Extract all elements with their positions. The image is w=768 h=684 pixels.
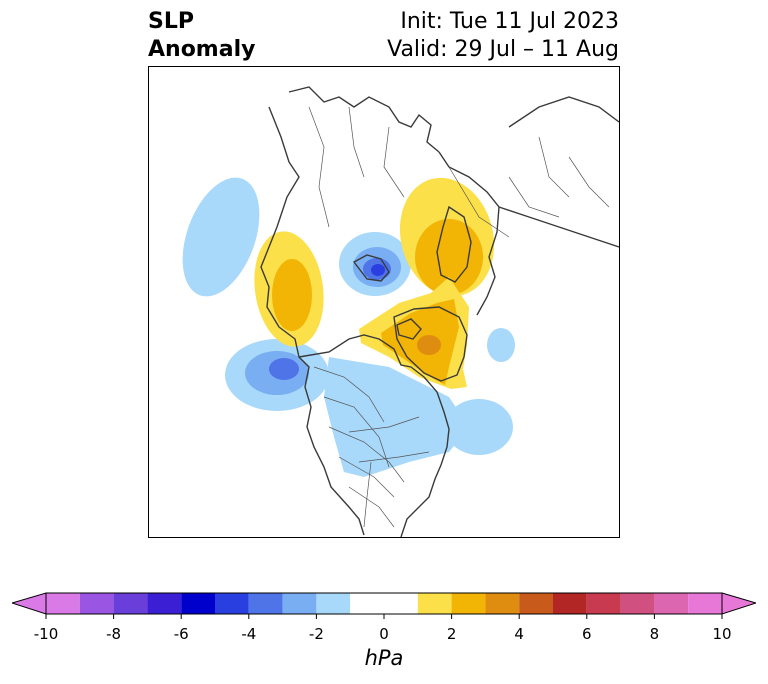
init-date: Init: Tue 11 Jul 2023 [400, 9, 619, 34]
colorbar-segment [215, 593, 249, 614]
colorbar-tick-label: 10 [712, 625, 732, 643]
west-atlantic-low [445, 399, 513, 455]
colorbar-segment [654, 593, 689, 614]
colorbar-under-extension [12, 592, 47, 615]
colorbar-segment [316, 593, 351, 614]
bering-low [182, 177, 260, 297]
colorbar-tick-label: -8 [106, 625, 122, 643]
colorbar-segment [620, 593, 655, 614]
colorbar-segment [586, 593, 621, 614]
colorbar-units: hPa [364, 646, 404, 670]
colorbar [12, 592, 756, 619]
title-line-1: SLP [148, 9, 194, 34]
colorbar-over-extension [721, 592, 756, 615]
colorbar-segment [113, 593, 148, 614]
colorbar-segment [350, 593, 418, 614]
anomaly-map [182, 86, 619, 537]
colorbar-tick-label: -6 [173, 625, 189, 643]
colorbar-segment [46, 593, 80, 614]
colorbar-tick-label: -10 [33, 625, 59, 643]
colorbar-segment [79, 593, 114, 614]
map-title: SLP Anomaly [148, 8, 255, 64]
title-line-2: Anomaly [148, 37, 256, 62]
country-borders [308, 106, 610, 528]
anomaly-shading [182, 177, 515, 477]
colorbar-tick-label: 2 [446, 625, 457, 643]
colorbar-segment [553, 593, 587, 614]
north-pacific-low-center [269, 358, 299, 380]
greenland-high-center [417, 335, 441, 355]
north-america-low [324, 357, 469, 477]
colorbar-segment [147, 593, 182, 614]
colorbar-tick-label: -4 [241, 625, 257, 643]
arctic-ocean-low-center [371, 264, 385, 276]
siberia-high-core [272, 259, 312, 331]
colorbar-tick-label: 6 [582, 625, 592, 643]
colorbar-tick-label: 8 [649, 625, 660, 643]
colorbar-tick-label: 4 [514, 625, 524, 643]
map-panel [148, 66, 620, 538]
colorbar-tick-label: 0 [379, 625, 389, 643]
colorbar-segment [451, 593, 486, 614]
colorbar-segment [519, 593, 553, 614]
colorbar-segment [688, 593, 722, 614]
colorbar-segment [485, 593, 520, 614]
forecast-dates: Init: Tue 11 Jul 2023 Valid: 29 Jul – 11… [387, 8, 619, 64]
colorbar-segment [282, 593, 317, 614]
coastlines [260, 86, 619, 537]
scandinavia-high-core [415, 219, 483, 295]
colorbar-tick-label: -2 [308, 625, 324, 643]
valid-range: Valid: 29 Jul – 11 Aug [387, 37, 619, 62]
central-atlantic-low [487, 328, 515, 362]
colorbar-segment [248, 593, 283, 614]
colorbar-segment [181, 593, 215, 614]
colorbar-segment [417, 593, 452, 614]
